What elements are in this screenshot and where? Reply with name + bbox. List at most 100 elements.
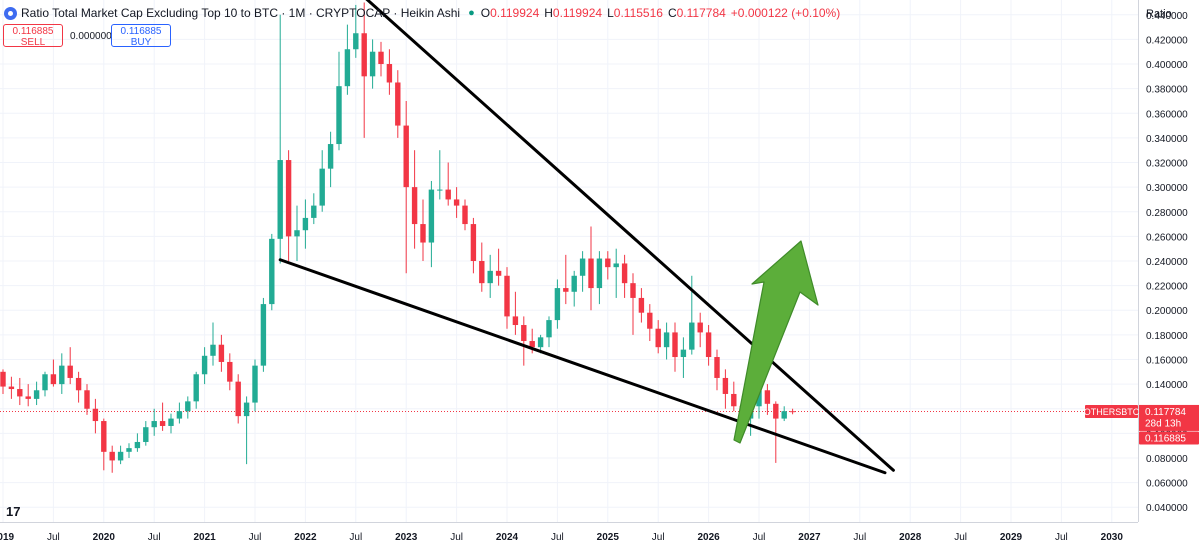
candle-body xyxy=(781,411,787,419)
axis-scale-label[interactable]: Ratio xyxy=(1146,8,1172,20)
candle xyxy=(655,320,661,354)
candle xyxy=(25,384,31,407)
x-tick-label: 2025 xyxy=(597,532,620,543)
candle xyxy=(17,377,23,406)
last-price-tag xyxy=(1139,404,1199,431)
candle-body xyxy=(605,258,611,268)
candle xyxy=(168,413,174,434)
candle xyxy=(327,131,334,188)
x-tick-label: Jul xyxy=(551,532,564,543)
sell-button[interactable]: 0.116885 SELL xyxy=(3,24,63,48)
high-value: 0.119924 xyxy=(552,6,603,20)
candle-body xyxy=(689,322,695,350)
time-axis[interactable]: 2019 Jul 2020 Jul 2021 Jul 2022 Jul 2023 Jul 2024 J… xyxy=(0,522,1138,544)
candle-body xyxy=(369,51,376,77)
candle-body xyxy=(294,230,300,237)
candle xyxy=(294,205,300,261)
x-tick-label: 2024 xyxy=(496,532,519,543)
candle-body xyxy=(126,448,132,452)
change-value: +0.000122 (+0.10%) xyxy=(730,6,841,20)
x-tick-label: 2030 xyxy=(1101,532,1124,543)
candle xyxy=(630,273,636,335)
price-axis-panel[interactable] xyxy=(1138,0,1199,547)
candle-body xyxy=(235,381,241,417)
candle xyxy=(227,353,233,391)
x-tick-label: Jul xyxy=(450,532,463,543)
candle-body xyxy=(487,270,493,284)
drawings[interactable] xyxy=(278,0,895,475)
candle xyxy=(672,322,678,372)
y-tick-label: 0.220000 xyxy=(1146,282,1188,293)
candle xyxy=(151,408,157,436)
candle-body xyxy=(243,402,250,417)
candle xyxy=(680,337,687,378)
candle xyxy=(75,371,82,403)
trendline[interactable] xyxy=(278,258,887,475)
candle xyxy=(647,304,653,342)
candle xyxy=(67,347,73,385)
candle xyxy=(344,24,351,95)
candle-body xyxy=(269,238,275,305)
symbol-tag xyxy=(1085,404,1138,418)
candle-body xyxy=(596,258,603,289)
candle xyxy=(84,384,90,415)
candle-body xyxy=(218,344,225,362)
candle xyxy=(210,322,216,366)
tradingview-logo[interactable]: 17 xyxy=(6,504,21,519)
trendline[interactable] xyxy=(322,0,895,472)
x-tick-label: 2019 xyxy=(0,532,15,543)
candle-body xyxy=(42,374,48,391)
candle-body xyxy=(630,283,636,298)
candle xyxy=(42,371,48,397)
candle-body xyxy=(773,403,779,419)
candle-body xyxy=(764,390,771,404)
y-tick-label: 0.400000 xyxy=(1146,60,1188,71)
candle xyxy=(159,402,166,431)
candle xyxy=(495,248,502,286)
candle xyxy=(697,312,703,348)
candle-body xyxy=(277,160,283,239)
candle-body xyxy=(0,371,6,387)
candle-body xyxy=(59,365,65,385)
candle-body xyxy=(521,325,527,342)
eye-icon[interactable]: ● xyxy=(468,7,475,19)
candle-body xyxy=(176,411,183,419)
symbol-title[interactable]: Ratio Total Market Cap Excluding Top 10 … xyxy=(21,6,461,20)
candle xyxy=(8,376,15,399)
breakout-arrow-icon[interactable] xyxy=(733,240,819,444)
candle-body xyxy=(185,401,191,412)
candle-body xyxy=(210,344,216,356)
chart-grid xyxy=(0,0,1138,522)
candle-body xyxy=(697,322,703,333)
candle xyxy=(588,226,594,311)
candle-body xyxy=(75,377,82,391)
buy-button[interactable]: 0.116885 BUY xyxy=(111,24,171,48)
close-value: 0.117784 xyxy=(676,6,726,20)
candle xyxy=(218,334,225,372)
x-tick-label: Jul xyxy=(1055,532,1068,543)
candle xyxy=(579,251,586,292)
candle xyxy=(117,445,124,465)
cryptocap-logo-icon xyxy=(4,6,17,20)
candle-body xyxy=(504,275,510,317)
y-tick-label: 0.440000 xyxy=(1146,11,1188,22)
low-value: 0.115516 xyxy=(613,6,663,20)
candle-body xyxy=(386,64,393,83)
price-axis[interactable]: 0.440000 0.420000 0.400000 0.380000 0.360000… xyxy=(1138,0,1199,547)
candle-body xyxy=(554,288,561,321)
candle-body xyxy=(25,396,31,399)
candle-body xyxy=(638,297,645,313)
spread-value: 0.000000 xyxy=(70,31,112,42)
candle-body xyxy=(588,258,594,289)
candle xyxy=(714,349,720,391)
candle-body xyxy=(378,51,384,65)
x-tick-label: 2023 xyxy=(395,532,418,543)
candle-body xyxy=(647,312,653,329)
candle-body xyxy=(672,332,678,358)
y-tick-label: 0.380000 xyxy=(1146,85,1188,96)
candle-body xyxy=(411,187,418,225)
candle xyxy=(109,445,115,473)
candle-body xyxy=(462,205,468,225)
